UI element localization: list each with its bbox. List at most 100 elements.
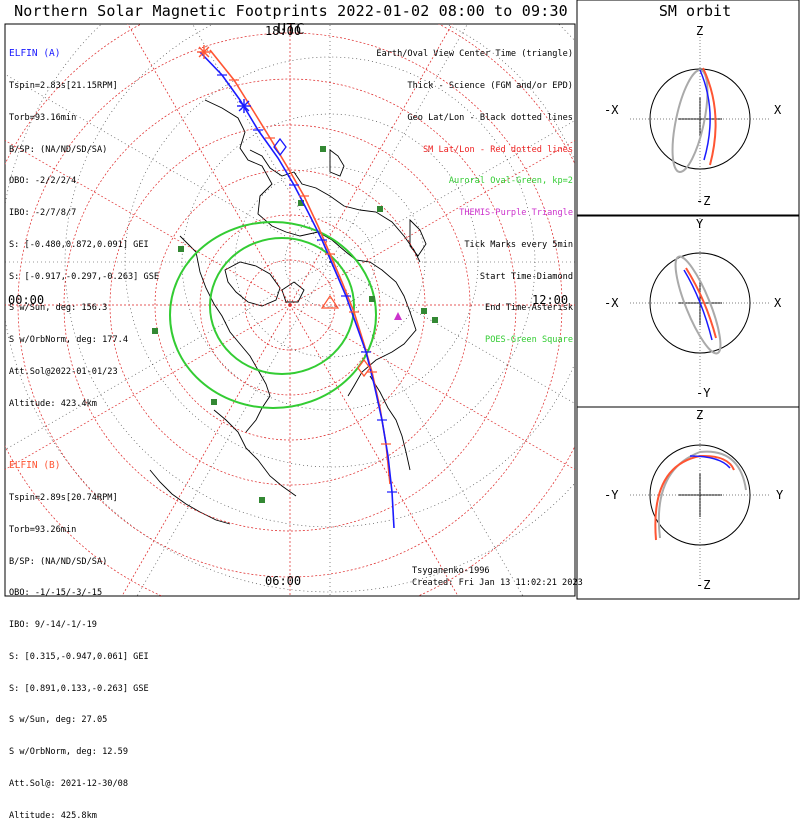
sm-longitude-line [289,304,459,596]
probe-b-start-diamond [357,358,371,378]
probe-a-start-diamond [273,137,287,157]
orbit-axis-label: Z [696,24,704,38]
legend-item: Tick Marks every 5min [464,239,573,250]
poes-square [178,246,184,252]
legend-item: POES-Green Square [485,335,573,346]
auroral-oval [169,221,377,409]
poes-square [298,200,304,206]
legend: Earth/Oval View Center Time (triangle) T… [376,28,573,356]
probe-b-orbit [685,267,717,339]
sm-orbit-panel-yz [576,406,800,600]
legend-item: Earth/Oval View Center Time (triangle) [376,49,573,60]
orbit-axis-label: Y [776,488,784,502]
poes-square [259,497,265,503]
orbit-panel-border [576,406,800,600]
sm-longitude-line [289,24,453,306]
probe-a-orbit [689,455,731,469]
probe-b-line: S: [0.315,-0.947,0.061] GEI [9,651,149,662]
probe-b-line: Att.Sol@: 2021-12-30/08 [9,779,128,789]
probe-a-line: Torb=93.16min [9,112,77,123]
orbit-axis-label: -Y [696,386,711,400]
end-asterisk [198,46,210,58]
sm-longitude-line [289,140,575,306]
orbit-axis-label: Y [696,217,704,231]
probe-a-line: Tspin=2.83s[21.15RPM] [9,80,118,91]
probe-b-line: S w/Sun, deg: 27.05 [9,715,108,726]
probe-a-line: S w/OrbNorm, deg: 177.4 [9,335,128,346]
probe-a-line: S: [-0.917,-0.297,-0.263] GSE [9,271,160,282]
probe-a-line: IBO: -2/7/8/7 [9,208,77,219]
sm-longitude-line [289,304,575,470]
themis-triangle [394,312,402,320]
coastline [369,375,411,471]
end-asterisk [238,100,250,112]
coastline [213,409,297,497]
legend-item: Thick - Science (FGM and/or EPD) [407,80,573,91]
themis-triangle [394,312,402,320]
footprint-tracks [197,45,397,529]
poes-square [369,296,375,302]
coastline [224,261,281,307]
probe-a-name: ELFIN (A) [9,48,61,60]
orbit-axis-label: X [774,103,782,117]
probe-b-line: OBO: -1/-15/-3/-15 [9,588,103,599]
orbit-trace-full [671,69,709,173]
legend-item: Start Time-Diamond [479,271,573,282]
probe-a-orbit [683,269,713,341]
sm-longitude-line [121,304,291,596]
probe-b-orbit [654,454,735,541]
credit: Tsyganenko-1996 [412,566,490,576]
sm-longitude-line [5,304,291,470]
auroral-oval-inner [209,237,355,375]
hour-label-right: 12:00 [532,293,569,307]
sm-longitude-line [127,24,291,306]
orbit-axis-label: -Z [696,578,711,592]
coastline [149,469,231,525]
polar-footprint-map [4,23,576,597]
created-timestamp: Created: Fri Jan 13 11:02:21 2023 [412,578,583,588]
orbit-axis-label: X [774,296,782,310]
orbit-axis-label: -Y [604,488,619,502]
orbit-axis-label: Z [696,408,704,422]
sm-longitude-line [5,140,291,306]
probe-a-line: S: [-0.480,0.872,0.091] GEI [9,239,149,250]
sm-orbit-panel-xy [576,214,800,408]
sm-orbit-panel-xz [576,0,800,217]
poes-square [152,328,158,334]
poes-square [421,308,427,314]
hour-label-bottom: 06:00 [265,574,302,588]
sm-latitude-circle [154,169,426,441]
orbit-axis-label: -Z [696,194,711,208]
coastline [409,218,427,257]
probe-a-info: ELFIN (A) Tspin=2.83s[21.15RPM] Torb=93.… [9,28,159,420]
coastline [204,99,417,397]
probe-b-line: Altitude: 425.8km [9,810,97,821]
probe-b-orbit [702,67,717,166]
probe-b-line: S w/OrbNorm, deg: 12.59 [9,747,128,758]
poes-square [432,317,438,323]
poes-square [320,146,326,152]
legend-item: THEMIS-Purple Triangle [459,208,573,219]
hour-label-top: 18:00 [265,24,302,38]
poes-square [211,399,217,405]
probe-b-line: IBO: 9/-14/-1/-19 [9,620,97,631]
probe-a-line: S w/Sun, deg: 156.3 [9,303,108,314]
legend-item: End Time-Asterisk [485,303,573,314]
probe-b-line: B/SP: (NA/ND/SD/SA) [9,556,108,567]
sm-orbit-panels [576,0,800,600]
poes-square [377,206,383,212]
poes-squares [152,146,438,503]
orbit-trace-full [657,450,747,539]
orbit-panel-border [576,0,800,217]
probe-b-name: ELFIN (B) [9,460,61,472]
probe-a-orbit [699,69,711,161]
legend-item: Geo Lat/Lon - Black dotted lines [407,112,573,123]
legend-item: Auroral Oval-Green, kp=2 [448,176,573,187]
coastline [249,149,421,263]
probe-a-track [199,51,395,529]
sm-orbit-title: SM orbit [658,2,732,20]
legend-item: SM Lat/Lon - Red dotted lines [422,144,573,155]
coastlines [149,99,427,525]
probe-a-line: OBO: -2/2/2/4 [9,176,77,187]
hour-label-left: 00:00 [8,293,45,307]
